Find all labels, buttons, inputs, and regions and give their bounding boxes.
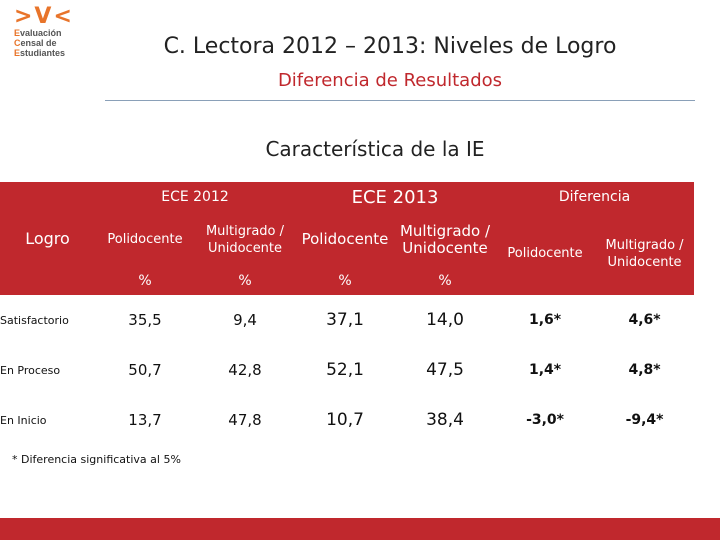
footer-bar [0, 518, 720, 540]
logo-text: ensal de [20, 38, 57, 48]
header-row: %%%% [0, 267, 694, 295]
title: C. Lectora 2012 – 2013: Niveles de Logro [163, 34, 617, 59]
section-title: Característica de la IE [265, 137, 485, 161]
row-label: En Proceso [0, 363, 61, 377]
group-header: Diferencia [495, 182, 695, 212]
sub-header: Polidocente [495, 212, 596, 295]
cell: 47,5 [426, 360, 464, 380]
results-table: Logro ECE 2012 ECE 2013 Diferencia Polidocen… [0, 182, 695, 445]
table-row: En Inicio 13,7 47,8 10,7 38,4 -3,0* -9,4* [0, 395, 694, 445]
group-header: ECE 2013 [295, 182, 496, 212]
footnote: * Diferencia significativa al 5% [12, 453, 181, 466]
sub-header: Multigrado / Unidocente [395, 212, 496, 267]
row-label: Satisfactorio [0, 313, 69, 327]
header-row: Polidocente Multigrado / Unidocente Polido… [0, 212, 695, 295]
cell: 38,4 [426, 410, 464, 430]
logo-text: valuación [20, 28, 62, 38]
cell: -9,4* [625, 412, 664, 428]
unit-header: % [395, 267, 496, 295]
cell: 52,1 [326, 360, 364, 380]
cell: 1,4* [528, 362, 562, 378]
cell: 4,8* [628, 362, 661, 378]
subtitle: Diferencia de Resultados [277, 70, 503, 91]
logo-line: Censal de [14, 38, 84, 48]
cell: 14,0 [426, 310, 464, 330]
cell: 47,8 [228, 411, 262, 429]
cell: 42,8 [228, 361, 262, 379]
logo-line: Estudiantes [14, 48, 84, 58]
logo-line: Evaluación [14, 28, 84, 38]
corner-header: Logro [0, 182, 95, 295]
logo: >V< Evaluación Censal de Estudiantes [14, 4, 84, 59]
row-label: En Inicio [0, 413, 47, 427]
cell: -3,0* [526, 412, 564, 428]
cell: 1,6* [528, 312, 562, 328]
cell: 50,7 [128, 361, 162, 379]
logo-mark: >V< [14, 4, 74, 29]
table-row: En Proceso 50,7 42,8 52,1 47,5 1,4* 4,8* [0, 345, 694, 395]
cell: 10,7 [326, 410, 364, 430]
sub-header: Multigrado / Unidocente [595, 212, 695, 295]
logo-text: studiantes [20, 48, 66, 58]
logo-initial: E [14, 48, 21, 58]
table-row: Satisfactorio 35,5 9,4 37,1 14,0 1,6* 4,6* [0, 295, 694, 345]
divider [105, 100, 695, 101]
cell: 4,6* [628, 312, 661, 328]
logo-initial: C [14, 38, 21, 48]
unit-header: % [195, 267, 296, 295]
sub-header: Polidocente [95, 212, 195, 267]
group-header: ECE 2012 [95, 182, 296, 212]
cell: 9,4 [233, 311, 257, 329]
unit-header: % [95, 267, 195, 295]
cell: 35,5 [128, 311, 162, 329]
cell: 37,1 [326, 310, 364, 330]
cell: 13,7 [128, 411, 162, 429]
logo-initial: E [14, 28, 21, 38]
unit-header: % [295, 267, 396, 295]
sub-header: Polidocente [295, 212, 396, 267]
header-row: Logro ECE 2012 ECE 2013 Diferencia [0, 182, 695, 295]
sub-header: Multigrado / Unidocente [195, 212, 296, 267]
